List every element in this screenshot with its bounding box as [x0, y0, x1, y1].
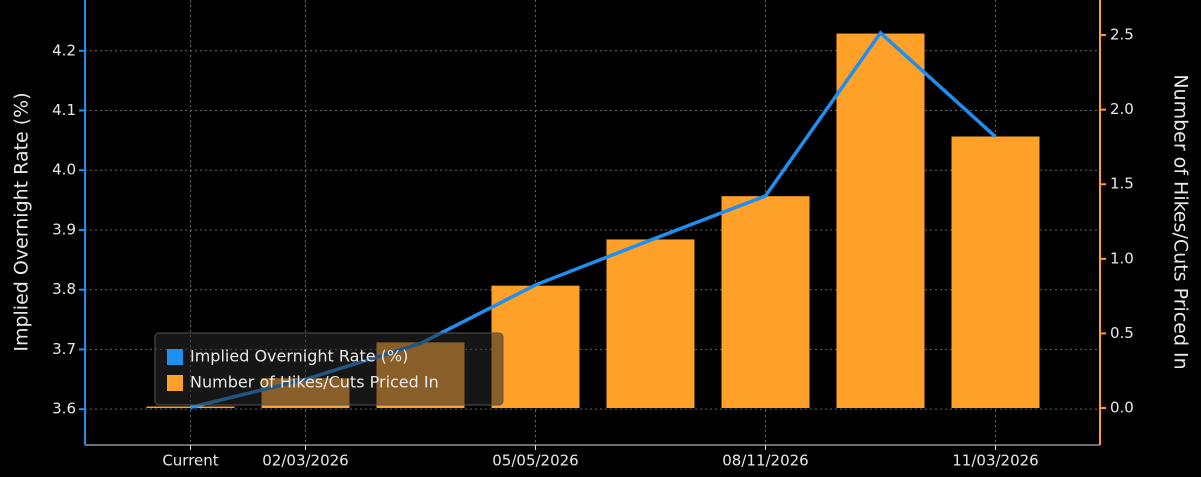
y2-axis-label: Number of Hikes/Cuts Priced In [1170, 74, 1192, 369]
y2-tick-label: 0.5 [1110, 324, 1134, 342]
legend-swatch [167, 349, 183, 365]
legend-label: Implied Overnight Rate (%) [190, 347, 408, 366]
y2-tick-label: 2.0 [1110, 100, 1134, 118]
x-tick-label: Current [162, 452, 218, 470]
legend-box [154, 332, 504, 406]
legend: Implied Overnight Rate (%) Number of Hike… [154, 332, 504, 406]
bar [836, 33, 925, 409]
legend-label: Number of Hikes/Cuts Priced In [190, 373, 439, 392]
y-tick-label: 3.9 [52, 220, 76, 238]
y2-tick-label: 0.0 [1110, 399, 1134, 417]
x-tick-label: 11/03/2026 [952, 452, 1038, 470]
bar [951, 136, 1040, 409]
x-tick-label: 02/03/2026 [262, 452, 348, 470]
y-tick-label: 4.1 [52, 101, 76, 119]
y2-tick-label: 2.5 [1110, 26, 1134, 44]
y-tick-label: 4.2 [52, 41, 76, 59]
y-axis-label: Implied Overnight Rate (%) [11, 92, 33, 351]
y2-tick-label: 1.5 [1110, 175, 1134, 193]
y-tick-label: 3.6 [52, 400, 76, 418]
bar [491, 285, 580, 409]
y-tick-label: 4.0 [52, 161, 76, 179]
x-tick-label: 08/11/2026 [722, 452, 808, 470]
y2-tick-label: 1.0 [1110, 249, 1134, 267]
x-tick-label: 05/05/2026 [492, 452, 578, 470]
bar [606, 239, 695, 409]
legend-swatch [167, 375, 183, 391]
bar [721, 196, 810, 409]
y-tick-label: 3.7 [52, 340, 76, 358]
y-tick-label: 3.8 [52, 280, 76, 298]
